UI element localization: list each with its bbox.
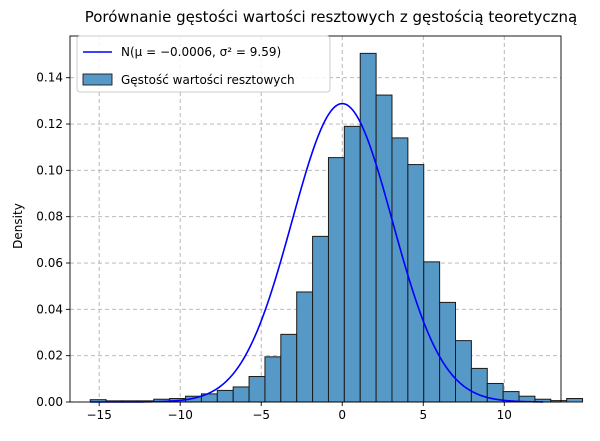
x-tick-label: 0 [338, 408, 346, 422]
y-axis-ticks: 0.00 0.02 0.04 0.06 0.08 0.10 0.12 0.14 [36, 71, 70, 409]
histogram-bar [375, 94, 393, 403]
x-axis-ticks: −15 −10 −5 0 5 10 [87, 402, 512, 422]
legend-label-residuals: Gęstość wartości resztowych [121, 73, 295, 87]
histogram-bar [312, 235, 329, 403]
histogram-bar [359, 52, 377, 403]
x-tick-label: −15 [87, 408, 112, 422]
histogram-bar [216, 389, 234, 403]
y-tick-label: 0.04 [36, 302, 63, 316]
legend-box [76, 35, 331, 93]
y-tick-label: 0.02 [36, 349, 63, 363]
x-tick-label: −5 [252, 408, 270, 422]
y-tick-label: 0.12 [36, 117, 63, 131]
legend: N(μ = −0.0006, σ² = 9.59) Gęstość wartoś… [76, 35, 331, 93]
histogram-bar [232, 386, 250, 403]
histogram-bar [264, 356, 282, 403]
histogram-bar [343, 125, 361, 403]
y-tick-label: 0.10 [36, 163, 63, 177]
histogram-bar [280, 333, 298, 403]
legend-label-normal: N(μ = −0.0006, σ² = 9.59) [121, 45, 281, 59]
y-tick-label: 0.14 [36, 71, 63, 85]
y-axis-label: Density [11, 203, 25, 249]
histogram-bar [439, 301, 457, 403]
histogram-bar [327, 157, 345, 403]
x-tick-label: 10 [497, 408, 512, 422]
y-tick-label: 0.00 [36, 395, 63, 409]
chart-title: Porównanie gęstości wartości resztowych … [85, 8, 578, 26]
histogram-bar [455, 340, 472, 403]
x-tick-label: −10 [168, 408, 193, 422]
y-tick-label: 0.06 [36, 256, 63, 270]
legend-bar-swatch [82, 73, 113, 86]
histogram-bar [566, 398, 584, 403]
y-tick-label: 0.08 [36, 210, 63, 224]
normal-density-curve [90, 102, 544, 403]
x-tick-label: 5 [419, 408, 427, 422]
histogram-bar [248, 376, 266, 403]
histogram-bar [423, 261, 441, 403]
histogram-bar [296, 291, 314, 403]
